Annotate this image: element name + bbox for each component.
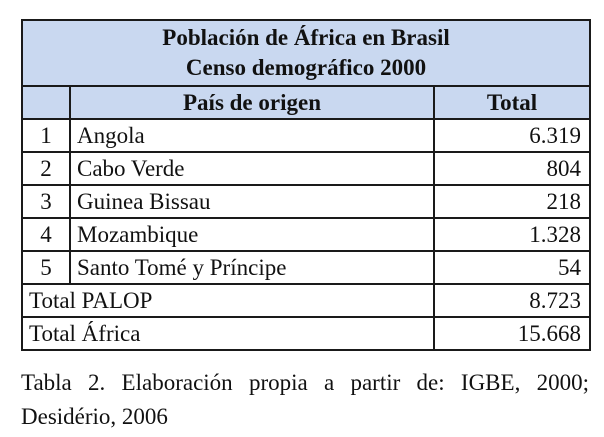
row-total: 6.319 [432, 118, 592, 153]
table-row: 3 Guinea Bissau 218 [21, 184, 592, 219]
population-table-container: Población de África en Brasil Censo demo… [20, 19, 592, 351]
row-total: 804 [432, 151, 592, 186]
table-title: Población de África en Brasil Censo demo… [20, 19, 592, 87]
total-africa-value: 15.668 [432, 316, 592, 351]
row-country: Guinea Bissau [69, 184, 435, 219]
table-caption: Tabla 2. Elaboración propia a partir de:… [21, 370, 589, 429]
row-number: 5 [21, 250, 71, 285]
header-country: País de origen [69, 85, 435, 120]
total-palop-row: Total PALOP 8.723 [21, 283, 592, 318]
table-row: 1 Angola 6.319 [21, 118, 592, 153]
table-header-row: País de origen Total [21, 85, 592, 120]
total-palop-label: Total PALOP [21, 283, 435, 318]
row-number: 2 [21, 151, 71, 186]
table-title-line2: Censo demográfico 2000 [185, 55, 427, 80]
row-country: Mozambique [69, 217, 435, 252]
row-number: 4 [21, 217, 71, 252]
row-total: 1.328 [432, 217, 592, 252]
population-table: Población de África en Brasil Censo demo… [20, 19, 592, 351]
row-country: Cabo Verde [69, 151, 435, 186]
header-total: Total [432, 85, 592, 120]
row-total: 218 [432, 184, 592, 219]
table-title-line1: Población de África en Brasil [162, 25, 450, 50]
table-title-row: Población de África en Brasil Censo demo… [20, 19, 592, 87]
row-country: Angola [69, 118, 435, 153]
row-total: 54 [432, 250, 592, 285]
row-number: 1 [21, 118, 71, 153]
table-row: 5 Santo Tomé y Príncipe 54 [21, 250, 592, 285]
row-number: 3 [21, 184, 71, 219]
total-africa-row: Total África 15.668 [21, 316, 592, 351]
row-country: Santo Tomé y Príncipe [69, 250, 435, 285]
header-blank-cell [21, 85, 71, 120]
table-row: 4 Mozambique 1.328 [21, 217, 592, 252]
table-row: 2 Cabo Verde 804 [21, 151, 592, 186]
total-palop-value: 8.723 [432, 283, 592, 318]
total-africa-label: Total África [21, 316, 435, 351]
